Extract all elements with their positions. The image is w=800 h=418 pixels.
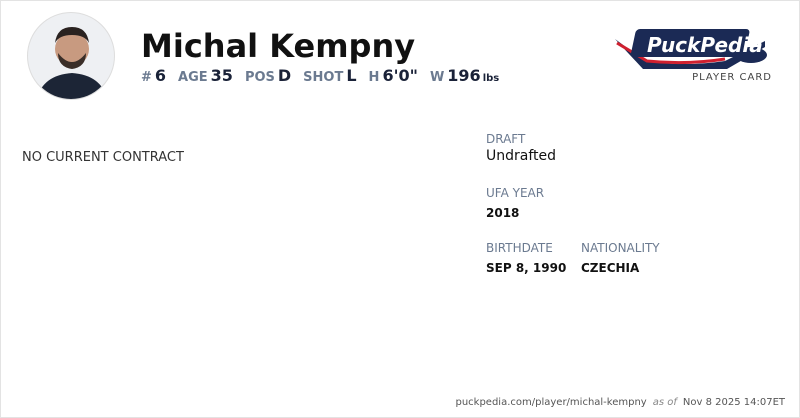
stat-position: POS D [244,66,292,85]
draft-field: DRAFT Undrafted [486,132,557,164]
footer: puckpedia.com/player/michal-kempny as of N… [455,397,785,408]
svg-text:PuckPedia: PuckPedia [647,33,763,57]
player-url[interactable]: puckpedia.com/player/michal-kempny [455,397,647,408]
stat-weight: W 196 lbs [429,66,500,85]
stat-age: AGE 35 [178,66,233,85]
player-name: Michal Kempny [141,27,416,65]
nationality-field: NATIONALITY CZECHIA [581,241,660,275]
puckpedia-logo: PuckPedia [613,25,775,73]
birthdate-field: BIRTHDATE SEP 8, 1990 [486,241,567,275]
player-stats: #6 AGE 35 POS D SHOT L H 6'0" W 196 lbs [141,66,499,85]
as-of-date: Nov 8 2025 14:07ET [682,397,785,408]
contract-status: NO CURRENT CONTRACT [22,150,184,165]
stat-number: #6 [141,66,167,85]
player-avatar [27,12,115,100]
ufa-year-field: UFA YEAR 2018 [486,186,545,220]
stat-shot: SHOT L [303,66,357,85]
player-card-label: PLAYER CARD [692,72,772,83]
stat-height: H 6'0" [368,66,418,85]
